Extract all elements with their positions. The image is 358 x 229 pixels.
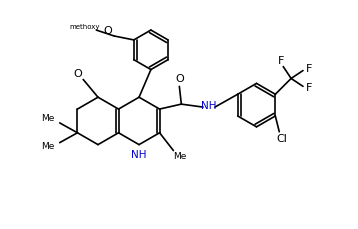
- Text: methoxy: methoxy: [69, 24, 100, 30]
- Text: O: O: [104, 26, 112, 36]
- Text: Me: Me: [41, 142, 54, 151]
- Text: NH: NH: [131, 150, 147, 160]
- Text: F: F: [278, 56, 285, 66]
- Text: NH: NH: [201, 101, 217, 111]
- Text: O: O: [175, 74, 184, 85]
- Text: O: O: [74, 69, 83, 79]
- Text: Cl: Cl: [277, 134, 288, 144]
- Text: Me: Me: [41, 114, 54, 123]
- Text: F: F: [306, 64, 312, 74]
- Text: Me: Me: [173, 152, 186, 161]
- Text: F: F: [306, 83, 312, 93]
